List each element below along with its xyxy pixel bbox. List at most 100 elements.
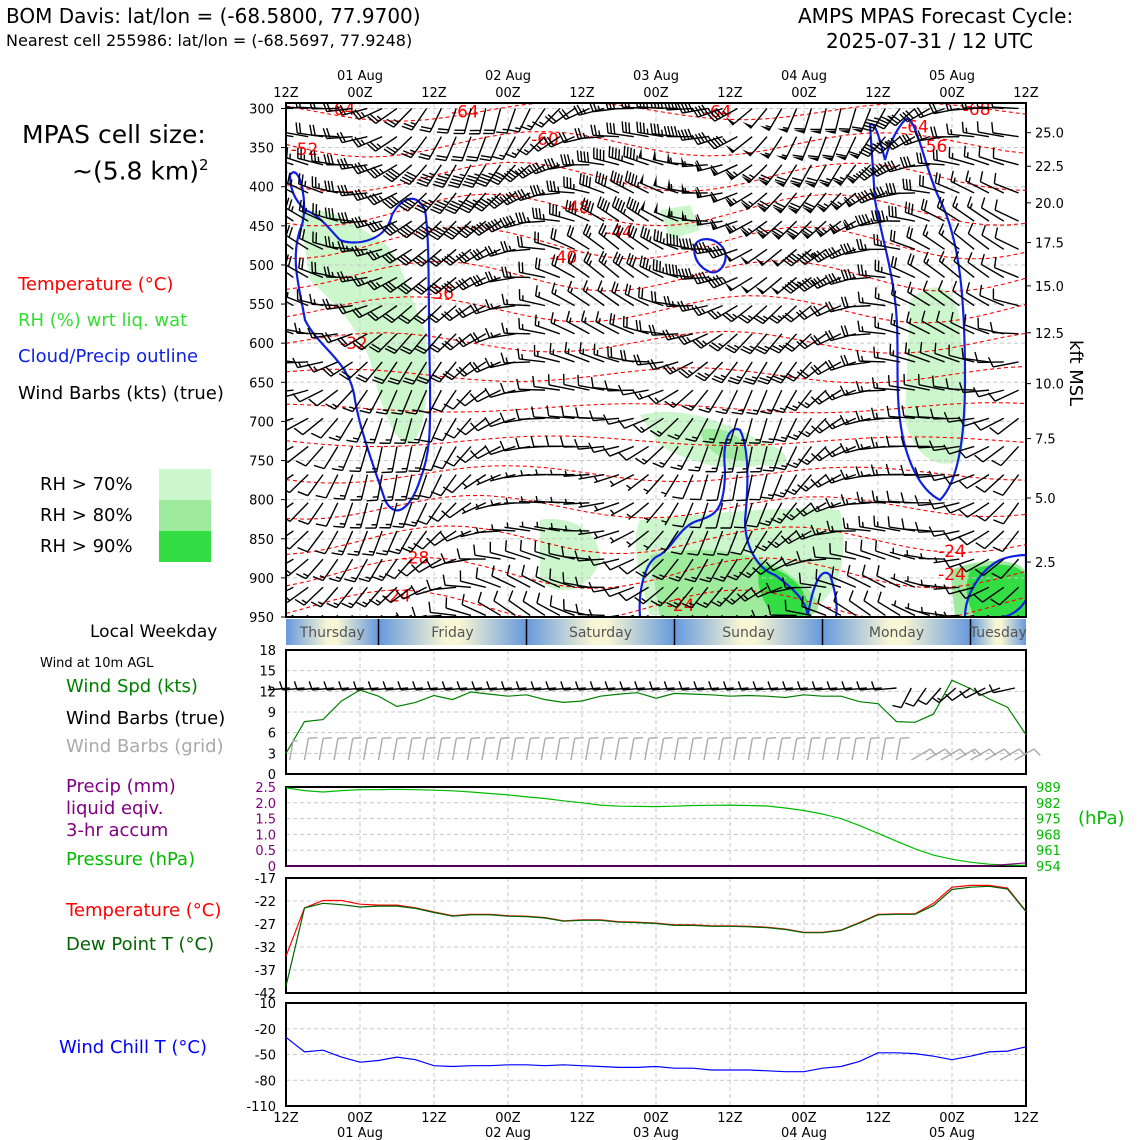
barb-full	[759, 200, 770, 207]
wind-barb	[793, 108, 813, 134]
barb-full	[551, 254, 556, 265]
bottom-hour-label: 00Z	[347, 1111, 373, 1126]
barb-full	[738, 316, 749, 324]
barb-full	[339, 336, 349, 346]
barb-shaft	[784, 446, 798, 471]
surface-wind-barb-true	[308, 681, 335, 691]
barb-full	[458, 207, 470, 214]
barb-shaft	[833, 600, 857, 617]
barb-shaft	[405, 276, 428, 295]
wind-barb	[633, 417, 664, 434]
barb-shaft	[514, 136, 531, 158]
barb-shaft	[627, 530, 650, 548]
barb-shaft	[646, 502, 664, 524]
barb-full	[569, 226, 575, 238]
wind-barb	[297, 502, 324, 525]
bottom-date-label: 02 Aug	[485, 1126, 531, 1140]
barb-shaft	[525, 738, 532, 761]
barb-full	[294, 598, 305, 606]
barb-full	[691, 107, 699, 118]
barb-full	[943, 475, 951, 485]
barb-full	[354, 307, 363, 317]
barb-shaft	[905, 211, 931, 222]
surface-wind-barb-true	[382, 681, 409, 691]
barb-half	[688, 404, 694, 409]
barb-full	[859, 238, 864, 250]
wind-barb	[685, 417, 709, 442]
barb-full	[456, 427, 467, 436]
barb-full	[499, 412, 506, 423]
wind-barb	[877, 591, 901, 617]
barb-full	[442, 574, 446, 586]
barb-full	[324, 180, 328, 192]
wind-barb	[351, 107, 383, 120]
barb-full	[452, 175, 464, 180]
wind-barb	[742, 530, 768, 554]
barb-full	[546, 180, 550, 192]
wind-barb	[618, 586, 649, 602]
height-tick-label: 10.0	[1035, 378, 1064, 393]
barb-half	[442, 226, 448, 231]
barb-shaft	[533, 192, 560, 197]
wind-barb	[653, 229, 679, 250]
pressure-tick-label: 900	[249, 572, 274, 587]
barb-full	[418, 179, 429, 185]
barb-half	[579, 473, 583, 479]
barb-full	[455, 368, 465, 377]
wind-barb	[500, 352, 531, 364]
wind-barb	[534, 231, 560, 250]
isotherm-contour	[286, 495, 1026, 520]
barb-flag	[824, 130, 836, 134]
barb-full	[534, 540, 537, 552]
top-hour-label: 00Z	[791, 86, 817, 101]
surface-wind-barb-true	[917, 687, 942, 706]
wind-barb	[442, 474, 472, 494]
barb-flag	[724, 282, 733, 291]
barb-full	[574, 736, 584, 740]
pressure-tick-label: 550	[249, 298, 274, 313]
wind-barb	[890, 255, 916, 279]
barb-half	[511, 152, 518, 156]
barb-full	[589, 681, 595, 691]
barb-full	[945, 693, 953, 701]
barb-full	[979, 284, 983, 296]
barb-full	[472, 332, 480, 342]
wind-barb	[286, 586, 309, 604]
barb-full	[282, 318, 283, 329]
barb-shaft	[504, 526, 531, 532]
wind-barb	[286, 300, 294, 307]
barb-full	[614, 197, 620, 209]
barb-shaft	[845, 551, 871, 560]
barb-shaft	[876, 575, 901, 588]
barb-full	[761, 496, 773, 500]
wind-barb	[397, 220, 428, 239]
surface-wind-barb-true	[426, 681, 453, 691]
barb-full	[795, 507, 805, 517]
barb-full	[480, 154, 492, 159]
barb-shaft	[904, 580, 930, 588]
barb-full	[839, 469, 846, 480]
barb-shaft	[794, 474, 812, 495]
barb-shaft	[534, 355, 560, 363]
wind-barb	[784, 599, 812, 617]
barb-full	[430, 491, 442, 497]
wind-barb	[315, 502, 339, 527]
barb-full	[810, 253, 819, 263]
barb-half	[574, 209, 577, 215]
barb-full	[397, 569, 408, 577]
surface-wind-barb-grid	[688, 736, 703, 761]
barb-shaft	[800, 687, 823, 691]
barb-shaft	[504, 389, 531, 394]
barb-half	[583, 317, 587, 323]
wind-barb	[286, 389, 294, 392]
barb-full	[634, 457, 645, 465]
wind-barb	[991, 122, 1019, 138]
wind-barb	[326, 586, 354, 609]
barb-half	[873, 117, 880, 121]
barb-shaft	[804, 333, 827, 350]
pressure-tick-label: 968	[1036, 828, 1061, 843]
legend-rh80-label: RH > 80%	[40, 505, 133, 526]
barb-full	[514, 190, 521, 201]
wind-barb	[564, 341, 590, 363]
barb-shaft	[563, 445, 590, 448]
